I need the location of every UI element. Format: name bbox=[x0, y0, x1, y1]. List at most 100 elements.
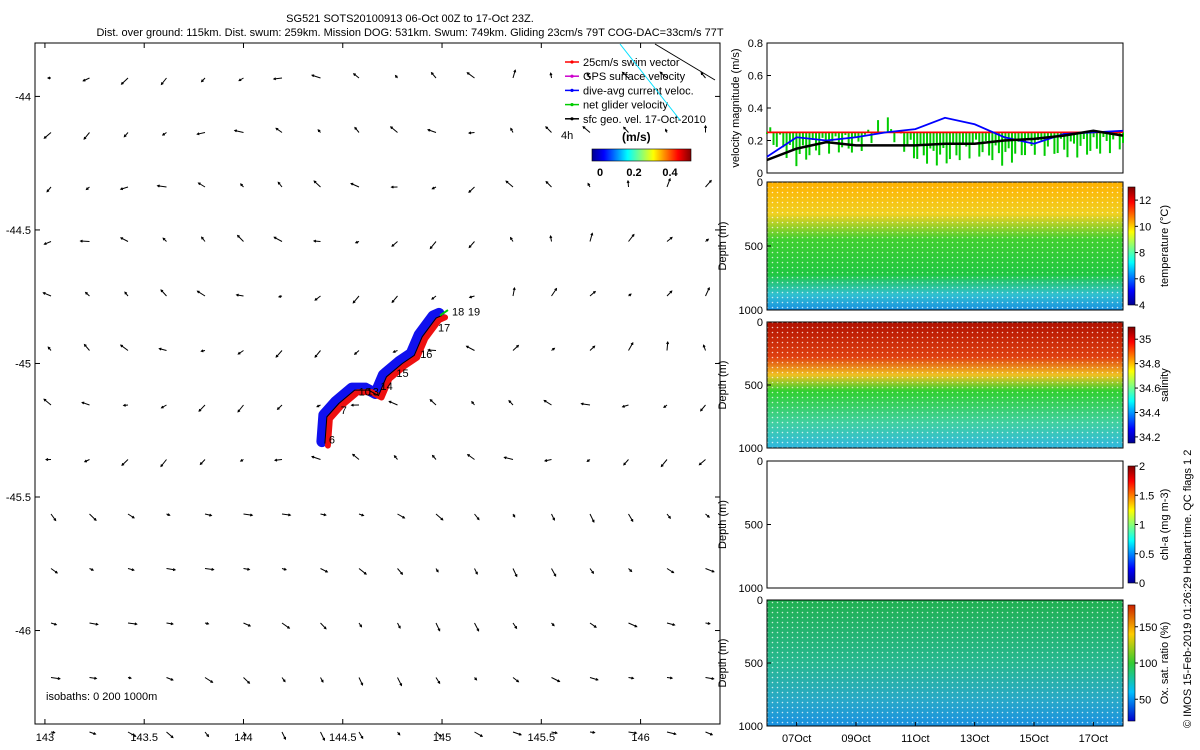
colorbar-tick-label: 150 bbox=[1139, 622, 1157, 634]
surface-velocity-arrow bbox=[551, 677, 561, 683]
surface-velocity-arrow bbox=[160, 459, 167, 468]
date-tick-label: 17Oct bbox=[1079, 733, 1108, 745]
surface-velocity-arrow bbox=[628, 568, 633, 573]
surface-velocity-arrow bbox=[89, 622, 99, 626]
surface-velocity-arrow bbox=[166, 622, 174, 626]
surface-velocity-arrow bbox=[551, 287, 558, 297]
section-heatmap bbox=[767, 461, 1123, 588]
surface-velocity-arrow bbox=[351, 453, 360, 460]
colorbar-tick-label: 12 bbox=[1139, 195, 1151, 207]
colorbar-tick: 0.2 bbox=[626, 167, 641, 179]
surface-velocity-arrow bbox=[83, 132, 90, 140]
surface-velocity-arrow bbox=[435, 513, 444, 521]
colorbar-tick-label: 0 bbox=[1139, 578, 1145, 590]
surface-velocity-arrow bbox=[124, 291, 129, 297]
surface-velocity-arrow bbox=[43, 241, 52, 245]
depth-axis-label: Depth (m) bbox=[717, 639, 729, 688]
surface-velocity-arrow bbox=[84, 291, 90, 297]
surface-velocity-arrow bbox=[240, 183, 244, 188]
surface-velocity-arrow bbox=[320, 513, 327, 517]
surface-velocity-arrow bbox=[580, 402, 591, 406]
legend-label: net glider velocity bbox=[583, 100, 668, 112]
surface-velocity-arrow bbox=[272, 77, 283, 81]
surface-velocity-arrow bbox=[551, 513, 556, 521]
surface-velocity-arrow bbox=[705, 286, 710, 297]
surface-velocity-arrow bbox=[281, 677, 286, 683]
surface-velocity-arrow bbox=[121, 459, 129, 466]
surface-velocity-arrow bbox=[236, 234, 244, 242]
surface-velocity-arrow bbox=[273, 236, 283, 242]
surface-velocity-arrow bbox=[196, 290, 206, 297]
surface-velocity-arrow bbox=[158, 347, 167, 351]
surface-velocity-arrow bbox=[666, 177, 671, 188]
colorbar-label: chl-a (mg m-3) bbox=[1159, 489, 1171, 561]
colorbar-tick-label: 35 bbox=[1139, 334, 1151, 346]
surface-velocity-arrow bbox=[198, 404, 206, 412]
date-tick-label: 09Oct bbox=[841, 733, 870, 745]
legend-label: GPS surface velocity bbox=[583, 71, 686, 83]
surface-velocity-arrow bbox=[81, 401, 90, 406]
surface-velocity-arrow bbox=[314, 295, 321, 301]
surface-velocity-arrow bbox=[89, 731, 97, 735]
surface-velocity-arrow bbox=[628, 731, 638, 735]
surface-velocity-arrow bbox=[512, 568, 518, 578]
surface-velocity-arrow bbox=[281, 622, 291, 629]
surface-velocity-arrow bbox=[243, 677, 251, 684]
surface-velocity-arrow bbox=[551, 347, 556, 351]
surface-velocity-arrow bbox=[350, 403, 360, 407]
surface-velocity-arrow bbox=[431, 454, 437, 460]
swim-vector-swath bbox=[324, 314, 449, 449]
surface-velocity-arrow bbox=[50, 676, 61, 680]
surface-velocity-arrow bbox=[466, 454, 475, 460]
surface-velocity-arrow bbox=[698, 459, 706, 466]
surface-velocity-arrow bbox=[666, 290, 673, 297]
track-day-label: 15 bbox=[396, 368, 408, 380]
surface-velocity-arrow bbox=[666, 568, 675, 574]
surface-velocity-arrow bbox=[160, 289, 167, 297]
glider-track-line bbox=[324, 314, 443, 444]
map-x-tick-label: 146 bbox=[631, 732, 649, 744]
surface-velocity-arrow bbox=[628, 293, 632, 297]
surface-velocity-arrow bbox=[512, 344, 520, 351]
surface-velocity-arrow bbox=[586, 72, 591, 79]
surface-velocity-arrow bbox=[127, 568, 135, 572]
velocity-tick-label: 0.6 bbox=[748, 71, 763, 83]
surface-velocity-arrow bbox=[127, 676, 132, 680]
surface-velocity-arrow bbox=[702, 344, 706, 351]
track-day-label: 13 bbox=[367, 387, 379, 399]
surface-velocity-arrow bbox=[50, 730, 56, 734]
surface-velocity-arrow bbox=[243, 622, 252, 627]
colorbar-tick-label: 8 bbox=[1139, 248, 1145, 260]
surface-velocity-arrow bbox=[705, 238, 710, 242]
surface-velocity-arrow bbox=[42, 292, 52, 297]
surface-velocity-arrow bbox=[46, 76, 51, 80]
surface-velocity-arrow bbox=[166, 568, 177, 572]
surface-velocity-arrow bbox=[474, 568, 478, 575]
surface-velocity-arrow bbox=[666, 513, 671, 519]
chart-subtitle: Dist. over ground: 115km. Dist. swum: 25… bbox=[96, 27, 724, 39]
depth-tick-label: 1000 bbox=[739, 721, 763, 733]
net-glider-velocity-mark bbox=[439, 309, 449, 317]
legend-4h-label: 4h bbox=[561, 130, 573, 142]
surface-velocity-arrow bbox=[471, 400, 475, 406]
depth-tick-label: 500 bbox=[745, 380, 763, 392]
surface-velocity-arrow bbox=[166, 513, 171, 517]
legend-overlay-line bbox=[654, 43, 716, 81]
surface-velocity-arrow bbox=[512, 513, 516, 518]
surface-velocity-arrow bbox=[666, 622, 676, 627]
surface-velocity-arrow bbox=[397, 513, 406, 519]
surface-velocity-arrow bbox=[314, 350, 321, 358]
surface-velocity-arrow bbox=[512, 677, 520, 683]
surface-velocity-arrow bbox=[358, 731, 364, 740]
surface-velocity-arrow bbox=[589, 232, 594, 242]
surface-velocity-arrow bbox=[628, 676, 635, 680]
surface-velocity-arrow bbox=[127, 622, 138, 626]
surface-velocity-arrow bbox=[200, 236, 206, 242]
surface-velocity-arrow bbox=[45, 458, 52, 462]
legend-entry: dive-avg current veloc. bbox=[565, 85, 694, 97]
surface-velocity-arrow bbox=[390, 185, 398, 189]
surface-velocity-arrow bbox=[551, 622, 555, 627]
depth-tick-label: 0 bbox=[757, 456, 763, 468]
surface-velocity-arrow bbox=[435, 568, 439, 573]
